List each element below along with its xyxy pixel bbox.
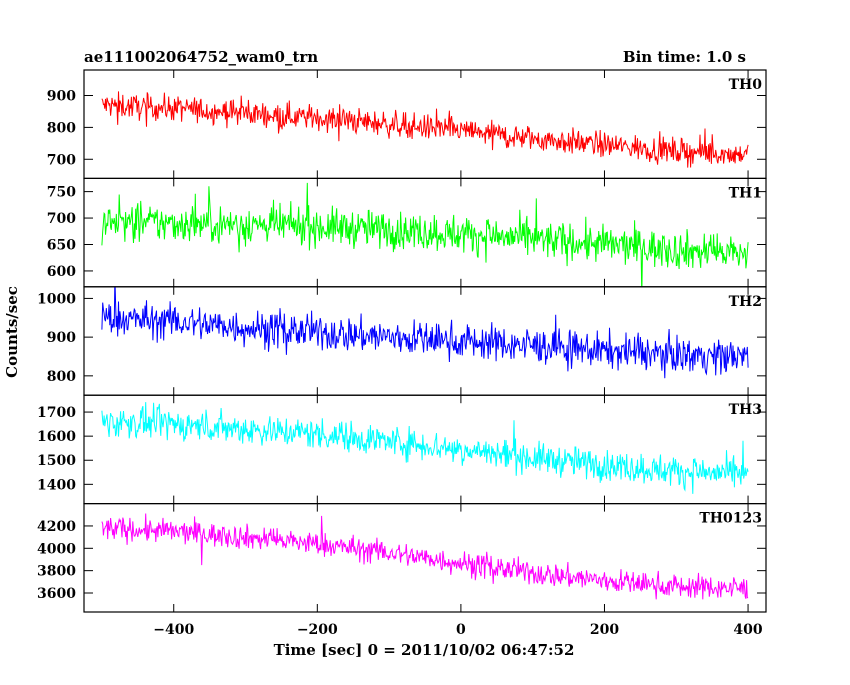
- series-line-th2: [101, 286, 749, 379]
- bin-time-label: Bin time: 1.0 s: [623, 48, 746, 66]
- y-tick-label-th0-800: 800: [47, 120, 76, 136]
- x-axis-title: Time [sec] 0 = 2011/10/02 06:47:52: [274, 641, 575, 659]
- series-line-th3: [101, 402, 749, 494]
- chart-title: ae111002064752_wam0_trn: [84, 48, 318, 66]
- y-tick-label-th1-750: 750: [47, 185, 76, 201]
- panel-label-th0: TH0: [729, 77, 763, 93]
- panel-frame-th2: [83, 286, 767, 396]
- y-axis-title: Counts/sec: [3, 286, 21, 378]
- x-tick-label-0: 0: [456, 622, 466, 638]
- series-line-th0123: [101, 513, 749, 600]
- y-tick-label-th3-1500: 1500: [37, 453, 76, 469]
- series-line-th1: [101, 182, 749, 287]
- y-tick-label-th2-900: 900: [47, 330, 76, 346]
- x-tick-label--200: −200: [297, 622, 338, 638]
- x-tick-label-200: 200: [590, 622, 619, 638]
- y-tick-label-th3-1600: 1600: [37, 429, 76, 445]
- plot-layer: 700 800 900 TH0 600 650 700 750 TH1 800 900 1000 TH2…: [37, 69, 767, 638]
- y-tick-label-th0123-4200: 4200: [37, 519, 76, 535]
- series-line-th0: [101, 91, 749, 168]
- panel-label-th1: TH1: [729, 185, 762, 201]
- y-tick-label-th1-700: 700: [47, 211, 76, 227]
- x-tick-label-400: 400: [733, 622, 762, 638]
- x-tick-label--400: −400: [153, 622, 194, 638]
- y-tick-label-th3-1700: 1700: [37, 405, 76, 421]
- panel-label-th3: TH3: [729, 402, 762, 418]
- y-tick-label-th1-600: 600: [47, 264, 76, 280]
- y-tick-label-th0123-3600: 3600: [37, 586, 76, 602]
- y-tick-label-th0123-3800: 3800: [37, 564, 76, 580]
- panel-frame-th0123: [83, 503, 767, 613]
- y-tick-label-th2-1000: 1000: [37, 291, 76, 307]
- y-tick-label-th0123-4000: 4000: [37, 541, 76, 557]
- panel-frame-th1: [83, 177, 767, 288]
- y-tick-label-th1-650: 650: [47, 237, 76, 253]
- y-tick-label-th0-700: 700: [47, 152, 76, 168]
- panel-label-th0123: TH0123: [699, 511, 762, 527]
- y-tick-label-th2-800: 800: [47, 369, 76, 385]
- y-tick-label-th0-900: 900: [47, 89, 76, 105]
- y-tick-label-th3-1400: 1400: [37, 477, 76, 493]
- panel-label-th2: TH2: [729, 294, 762, 310]
